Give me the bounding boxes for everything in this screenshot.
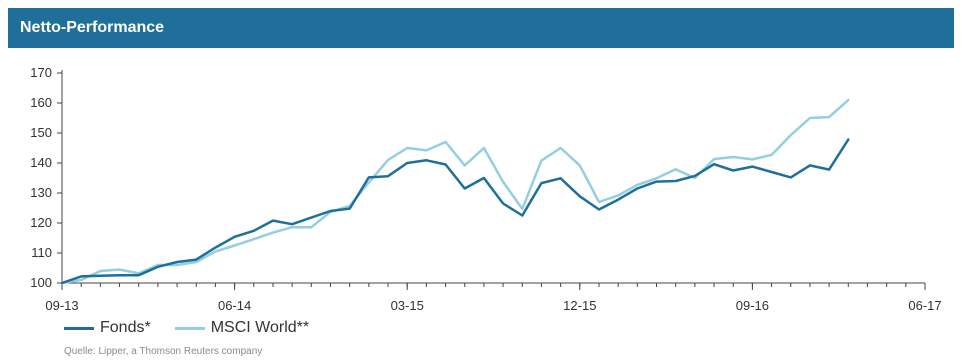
series-line-msci-world [60, 98, 850, 285]
series-lines [60, 98, 850, 285]
legend-label-msci: MSCI World** [210, 319, 310, 336]
x-tick-label: 12-15 [563, 298, 596, 313]
y-tick-label: 130 [30, 185, 52, 200]
series-line-fonds [60, 138, 850, 285]
axes: 100 110 120 130 140 150 160 170 09-13 06-14 03-15 1… [30, 65, 941, 313]
legend-item-fonds: Fonds* [64, 319, 151, 337]
x-tick-label: 03-15 [391, 298, 424, 313]
chart-title: Netto-Performance [20, 19, 165, 36]
chart-header: Netto-Performance [8, 8, 954, 48]
y-tick-label: 100 [30, 275, 52, 290]
y-tick-label: 110 [31, 245, 52, 260]
x-tick-label: 09-16 [736, 298, 769, 313]
x-tick-label: 06-17 [908, 298, 941, 313]
x-tick-label: 09-13 [45, 298, 78, 313]
y-tick-label: 120 [30, 215, 52, 230]
y-tick-label: 140 [30, 155, 52, 170]
legend-swatch-msci [174, 326, 205, 330]
y-tick-label: 170 [30, 65, 52, 80]
source-note: Quelle: Lipper, a Thomson Reuters compan… [64, 346, 263, 357]
y-tick-label: 150 [30, 125, 52, 140]
y-tick-label: 160 [30, 95, 52, 110]
legend-swatch-fonds [64, 326, 94, 330]
legend-item-msci: MSCI World** [174, 319, 310, 337]
legend-label-fonds: Fonds* [100, 319, 151, 336]
x-tick-label: 06-14 [218, 298, 251, 313]
legend: Fonds* MSCI World** [64, 318, 333, 338]
